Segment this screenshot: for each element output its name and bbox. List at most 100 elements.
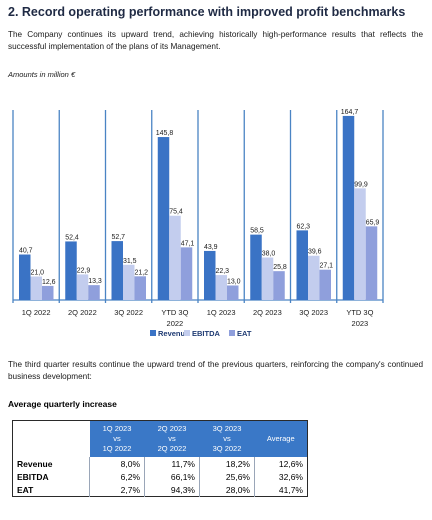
data-label: 21,0 [30,270,44,277]
data-label: 52,7 [111,234,125,241]
bar-eat [319,269,331,300]
data-label: 27,1 [319,263,333,270]
bar-ebitda [261,257,274,300]
data-label: 43,9 [204,244,218,251]
col-header-q1-line3: 1Q 2022 [102,444,132,453]
x-tick-label: 2023 [352,319,369,328]
legend-swatch [229,330,235,336]
bar-eat [88,285,100,300]
data-label: 13,3 [88,278,102,285]
data-label: 99,9 [354,181,368,188]
data-label: 65,9 [366,219,380,226]
col-header-q2-line1: 2Q 2023 [157,424,187,433]
bar-ebitda [123,264,135,300]
table-cell: 28,0% [199,483,255,497]
table-cell-average: 32,6% [254,470,308,483]
table-cell: 6,2% [89,470,145,483]
col-header-q3-line3: 3Q 2022 [212,444,242,453]
x-tick-label: 1Q 2023 [207,308,236,317]
col-header-q1: 1Q 2023 vs 1Q 2022 [89,420,145,457]
x-tick-label: 3Q 2022 [114,308,143,317]
col-header-q2-line3: 2Q 2022 [157,444,187,453]
bar-eat [365,226,378,300]
bar-revenue [250,234,262,300]
col-header-q3: 3Q 2023 vs 3Q 2022 [199,420,255,457]
amounts-note: Amounts in million € [8,70,76,79]
legend-label: Revenue [158,329,189,338]
bar-revenue [65,241,77,300]
performance-bar-chart: 40,7 52,4 52,7 145,8 43,9 58,5 62,3 164,7 21,0 22… [12,109,384,338]
row-label: Revenue [17,458,53,469]
bar-ebitda [215,275,227,300]
data-label: 75,4 [169,209,183,216]
bar-revenue [204,250,216,300]
col-header-q2-line2: vs [168,434,176,443]
average-increase-table: 1Q 2023 vs 1Q 2022 2Q 2023 vs 2Q 2022 3Q… [12,420,308,497]
x-tick-label: YTD 3Q [346,308,373,317]
table-cell: 18,2% [199,457,255,470]
bar-eat [273,271,285,300]
bar-eat [42,285,54,300]
table-cell: 25,6% [199,470,255,483]
data-label: 31,5 [123,258,137,265]
table-cell: 94,3% [144,483,200,497]
x-tick-label: YTD 3Q [161,308,188,317]
table-cell: 66,1% [144,470,200,483]
bar-eat [134,276,146,300]
x-tick-label: 2Q 2023 [253,308,282,317]
data-label: 38,0 [262,251,276,258]
closing-paragraph: The third quarter results continue the u… [8,360,423,381]
col-header-average-label: Average [266,434,295,443]
row-label: EAT [17,484,34,495]
bar-eat [227,285,239,300]
bar-eat [180,247,193,300]
legend-label: EAT [237,329,252,338]
bar-revenue [19,254,31,300]
section-heading: 2. Record operating performance with imp… [8,5,406,19]
bar-ebitda [308,255,320,300]
table-cell-average: 12,6% [254,457,308,470]
table-cell-average: 41,7% [254,483,308,497]
table-cell: 8,0% [89,457,145,470]
legend-swatch [184,330,190,336]
bar-ebitda [30,276,42,300]
table-row-ebitda: EBITDA 6,2% 66,1% 25,6% 32,6% [13,470,308,483]
table-row-eat: EAT 2,7% 94,3% 28,0% 41,7% [13,483,308,497]
bar-ebitda [169,215,181,300]
bar-revenue [296,230,308,300]
data-label: 62,3 [296,223,310,230]
data-label: 164,7 [341,109,359,116]
data-label: 12,6 [42,279,56,286]
x-tick-label: 2Q 2022 [68,308,97,317]
data-label: 25,8 [273,264,287,271]
table-title: Average quarterly increase [8,399,117,409]
legend-label: EBITDA [192,329,221,338]
col-header-q3-line2: vs [223,434,231,443]
col-header-q3-line1: 3Q 2023 [212,424,242,433]
data-label: 22,9 [77,267,91,274]
data-label: 40,7 [19,248,33,255]
row-label: EBITDA [17,471,49,482]
table-row-revenue: Revenue 8,0% 11,7% 18,2% 12,6% [13,457,308,470]
bar-revenue [342,115,355,301]
data-label: 22,3 [215,268,229,275]
bar-ebitda [76,274,89,300]
x-tick-label: 3Q 2023 [299,308,328,317]
bar-ebitda [354,188,366,300]
bar-revenue [157,137,170,300]
data-label: 52,4 [65,234,79,241]
x-tick-label: 2022 [167,319,184,328]
intro-paragraph: The Company continues its upward trend, … [8,30,423,51]
data-label: 21,2 [134,269,148,276]
legend-swatch [150,330,156,336]
table-cell: 11,7% [144,457,200,470]
col-header-q1-line1: 1Q 2023 [102,424,132,433]
table-header-row: 1Q 2023 vs 1Q 2022 2Q 2023 vs 2Q 2022 3Q… [12,420,308,457]
data-label: 47,1 [181,240,195,247]
table-corner [12,420,90,457]
data-label: 145,8 [156,130,174,137]
data-label: 13,0 [227,278,241,285]
col-header-average: Average [254,420,308,457]
data-label: 58,5 [250,228,264,235]
x-tick-label: 1Q 2022 [22,308,51,317]
